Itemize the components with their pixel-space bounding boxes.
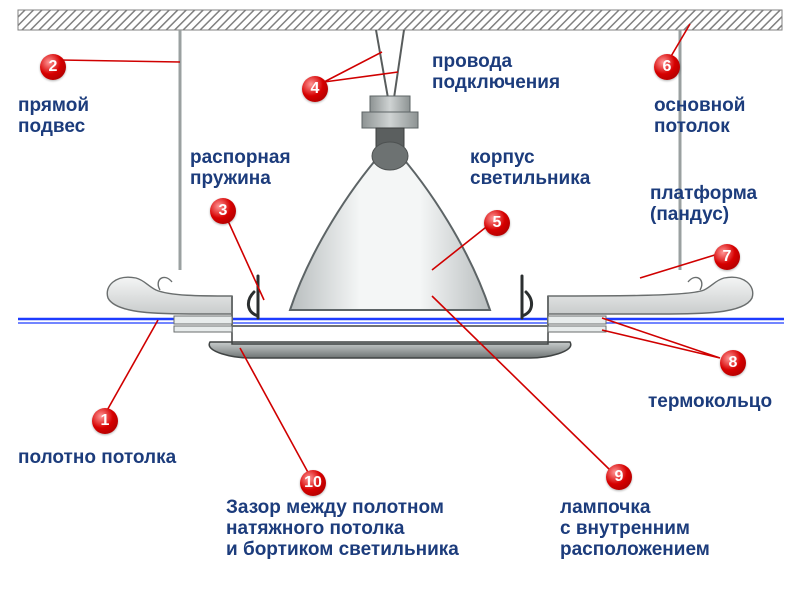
badge-9-num: 9: [615, 468, 624, 486]
badge-2: 2: [40, 54, 66, 80]
badge-10: 10: [300, 470, 326, 496]
badge-6: 6: [654, 54, 680, 80]
badge-4-num: 4: [311, 80, 320, 98]
badge-7: 7: [714, 244, 740, 270]
spring-right: [522, 276, 532, 318]
label-1: полотно потолка: [18, 448, 176, 469]
badge-1-num: 1: [101, 412, 110, 430]
badge-2-num: 2: [49, 58, 58, 76]
label-6: основной потолок: [654, 96, 745, 138]
label-7: платформа (пандус): [650, 184, 757, 226]
label-10: Зазор между полотном натяжного потолка и…: [226, 498, 459, 561]
label-4: провода подключения: [432, 52, 560, 94]
label-9: лампочка с внутренним расположением: [560, 498, 710, 561]
badge-3: 3: [210, 198, 236, 224]
ceiling-cloth: [18, 319, 784, 323]
badge-1: 1: [92, 408, 118, 434]
label-2: прямой подвес: [18, 96, 89, 138]
wires: [376, 30, 404, 98]
badge-8-num: 8: [729, 354, 738, 372]
main-ceiling: [18, 10, 782, 30]
lamp-socket: [362, 96, 418, 148]
badge-7-num: 7: [723, 248, 732, 266]
badge-5-num: 5: [493, 214, 502, 232]
label-8: термокольцо: [648, 392, 772, 413]
badge-10-num: 10: [304, 474, 322, 492]
badge-8: 8: [720, 350, 746, 376]
label-5: корпус светильника: [470, 148, 590, 190]
label-3: распорная пружина: [190, 148, 291, 190]
lamp-body: [290, 142, 490, 310]
badge-6-num: 6: [663, 58, 672, 76]
fixture-trim: [209, 326, 571, 358]
badge-9: 9: [606, 464, 632, 490]
badge-4: 4: [302, 76, 328, 102]
badge-3-num: 3: [219, 202, 228, 220]
badge-5: 5: [484, 210, 510, 236]
